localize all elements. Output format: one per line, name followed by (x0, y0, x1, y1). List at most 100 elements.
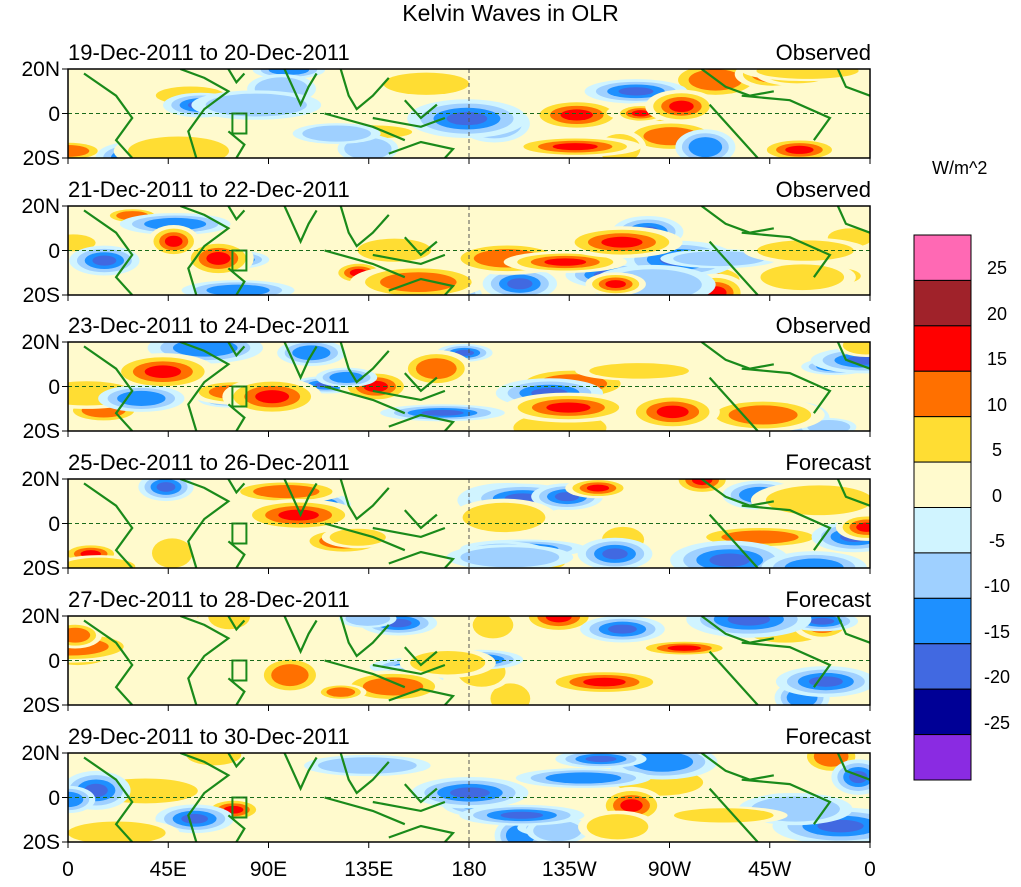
panel-date-range: 23-Dec-2011 to 24-Dec-2011 (68, 313, 350, 338)
map-panel-3 (62, 341, 871, 437)
positive-anomaly (631, 110, 650, 117)
coastline (372, 663, 446, 676)
colorbar-label: -20 (983, 667, 1010, 688)
x-tick-label: 90E (249, 858, 288, 881)
coastline (700, 616, 774, 644)
positive-anomaly (842, 342, 870, 355)
positive-anomaly (362, 677, 424, 696)
positive-anomaly (68, 821, 166, 842)
coastline (324, 249, 406, 279)
negative-anomaly (92, 255, 117, 266)
coastline (708, 240, 759, 295)
coastline (339, 616, 390, 658)
y-tick-label: 0 (48, 102, 60, 126)
coastline (836, 753, 870, 781)
coastline (388, 687, 456, 705)
panel-type: Observed (775, 40, 871, 65)
negative-anomaly (673, 251, 766, 267)
y-tick-label: 20N (21, 195, 60, 218)
coastline (700, 206, 774, 234)
colorbar (913, 234, 972, 781)
coastline (700, 69, 774, 97)
colorbar-label: 15 (986, 349, 1008, 370)
coastline (388, 140, 456, 158)
positive-anomaly (206, 252, 231, 265)
negative-anomaly (500, 811, 544, 819)
coastline (83, 209, 134, 295)
coastline (324, 112, 406, 142)
colorbar-box (913, 416, 972, 463)
coastline (83, 619, 134, 705)
coastline (227, 479, 246, 495)
positive-anomaly (472, 616, 514, 639)
y-tick-label: 0 (48, 512, 60, 536)
negative-anomaly (533, 820, 582, 842)
coastline (708, 650, 759, 705)
y-tick-label: 20N (21, 58, 60, 81)
coastline (324, 385, 406, 415)
coastline (283, 616, 318, 655)
colorbar-box (913, 552, 972, 599)
coastline (836, 479, 870, 507)
negative-anomaly (585, 755, 617, 763)
positive-anomaly (728, 405, 798, 425)
colorbar-label: -15 (983, 621, 1010, 642)
y-tick-label: 20S (22, 831, 60, 854)
positive-anomaly (586, 484, 610, 492)
colorbar-box (913, 325, 972, 372)
colorbar-label: 25 (986, 258, 1008, 279)
y-tick-label: 20S (22, 694, 60, 717)
coastline (324, 659, 406, 689)
map-panel-5 (62, 615, 871, 711)
negative-anomaly (156, 482, 176, 492)
negative-anomaly (144, 217, 207, 231)
colorbar-box (913, 461, 972, 509)
coastline (388, 413, 456, 431)
positive-anomaly (785, 145, 814, 154)
coastline (700, 753, 774, 781)
colorbar-box (913, 688, 972, 736)
negative-anomaly (302, 125, 372, 142)
coastline (227, 616, 246, 632)
negative-anomaly (117, 390, 166, 407)
negative-anomaly (709, 553, 750, 567)
negative-anomaly (206, 284, 270, 295)
coastline (283, 753, 318, 792)
coastline (324, 796, 406, 826)
coastline (179, 342, 231, 431)
positive-anomaly (410, 650, 486, 675)
y-tick-label: 0 (48, 649, 60, 673)
coastline (179, 206, 231, 295)
positive-anomaly (253, 485, 320, 499)
coastline (227, 677, 246, 705)
panel-type: Forecast (785, 724, 871, 749)
coastline (372, 116, 446, 128)
coastline (227, 403, 246, 431)
positive-anomaly (462, 502, 546, 533)
coastline (83, 756, 134, 842)
coastline (403, 236, 438, 257)
positive-anomaly (151, 538, 193, 568)
coastline (741, 641, 832, 688)
map-panel-4 (62, 478, 871, 574)
y-tick-label: 0 (48, 239, 60, 263)
y-tick-label: 20S (22, 420, 60, 443)
negative-anomaly (846, 355, 870, 365)
colorbar-label: -10 (983, 576, 1010, 597)
colorbar-box (913, 643, 972, 690)
coastline (324, 522, 406, 552)
positive-anomaly (721, 530, 799, 544)
coastline (283, 206, 318, 245)
positive-anomaly (586, 814, 649, 840)
positive-anomaly (68, 145, 90, 157)
colorbar-label: 20 (986, 303, 1008, 324)
map-panel-1 (62, 68, 871, 164)
positive-anomaly (856, 522, 870, 532)
figure-title: Kelvin Waves in OLR (402, 0, 619, 26)
colorbar-box (913, 279, 972, 327)
positive-anomaly (127, 136, 230, 158)
positive-anomaly (583, 677, 626, 687)
y-tick-label: 20N (21, 742, 60, 765)
negative-anomaly (602, 548, 628, 560)
